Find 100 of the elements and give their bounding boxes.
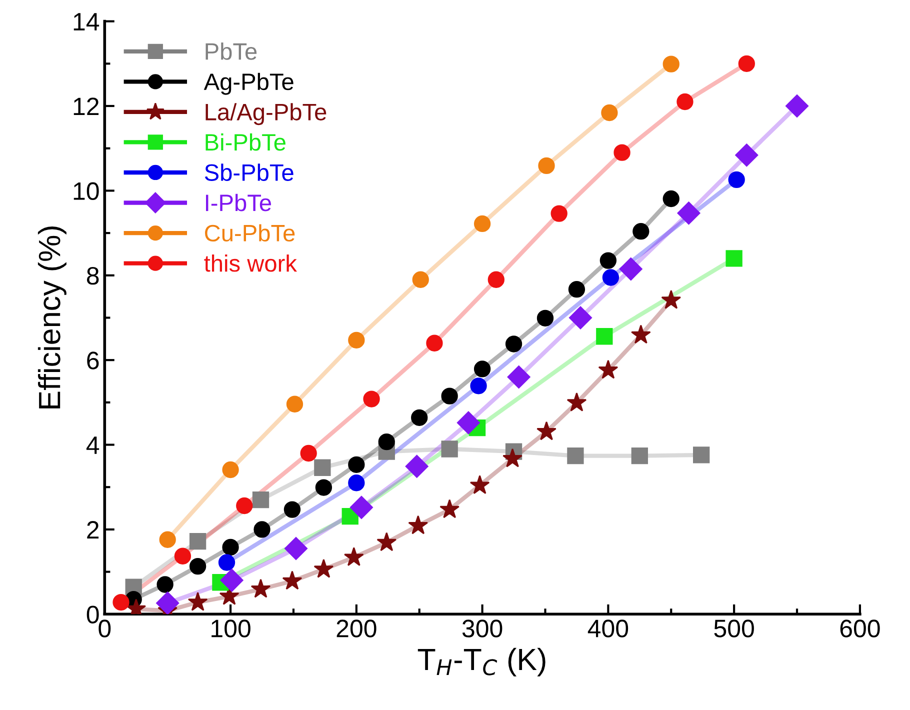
point xyxy=(300,444,317,462)
point xyxy=(550,205,568,222)
point xyxy=(344,546,364,566)
legend-label: Sb-PbTe xyxy=(204,164,294,181)
point xyxy=(507,366,530,389)
x-tick-label: 300 xyxy=(462,620,502,638)
point xyxy=(786,94,809,118)
point xyxy=(314,459,331,476)
point xyxy=(596,328,613,345)
point xyxy=(156,592,180,614)
point xyxy=(693,446,710,464)
legend-label: La/Ag-PbTe xyxy=(206,103,326,126)
point xyxy=(676,93,694,110)
point xyxy=(220,568,244,592)
point xyxy=(348,474,365,492)
point xyxy=(254,521,270,538)
point xyxy=(378,433,395,450)
x-tick-label: 500 xyxy=(714,620,754,638)
point xyxy=(188,592,208,611)
point xyxy=(250,578,271,598)
y-axis-title: Efficiency (%) xyxy=(38,226,66,408)
point xyxy=(405,454,428,478)
point xyxy=(112,594,130,611)
point xyxy=(536,421,556,440)
legend-label: Ag-PbTe xyxy=(204,72,294,95)
point xyxy=(222,461,239,478)
point xyxy=(738,55,755,72)
point xyxy=(470,378,487,394)
point xyxy=(284,537,308,560)
x-tick-label: 400 xyxy=(588,620,628,638)
point xyxy=(602,269,620,286)
point xyxy=(726,250,742,267)
x-tick-label: 600 xyxy=(840,620,880,638)
point xyxy=(411,409,428,426)
point xyxy=(630,324,651,344)
legend-label: PbTe xyxy=(206,42,257,60)
point xyxy=(631,447,648,464)
legend-label: Cu-PbTe xyxy=(205,224,295,242)
point xyxy=(376,532,397,552)
point xyxy=(252,491,270,508)
point xyxy=(348,332,365,348)
point xyxy=(735,144,758,167)
point xyxy=(408,515,428,534)
point xyxy=(474,360,491,378)
y-tick-label: 6 xyxy=(87,352,99,370)
legend-label: Bi-PbTe xyxy=(206,133,286,151)
point xyxy=(619,258,642,281)
point xyxy=(440,499,460,518)
point xyxy=(614,144,630,161)
point xyxy=(236,497,253,514)
y-tick-label: 10 xyxy=(74,182,99,200)
point xyxy=(441,440,458,458)
point xyxy=(189,558,206,575)
point xyxy=(159,531,176,548)
point xyxy=(286,396,304,412)
point xyxy=(222,538,239,556)
point xyxy=(488,271,504,288)
y-tick-label: 14 xyxy=(74,13,100,30)
point xyxy=(284,501,301,518)
point xyxy=(502,448,522,468)
x-tick-label: 100 xyxy=(212,620,250,638)
point xyxy=(189,532,206,550)
x-tick-label: 200 xyxy=(336,620,376,638)
point xyxy=(567,447,584,464)
y-tick-label: 8 xyxy=(86,266,99,285)
point xyxy=(601,104,618,122)
point xyxy=(218,554,236,571)
point xyxy=(412,271,429,288)
point xyxy=(314,558,334,578)
y-tick-label: 0 xyxy=(86,606,99,624)
point xyxy=(426,334,443,352)
point xyxy=(632,223,650,240)
point xyxy=(568,306,592,330)
point xyxy=(348,456,365,473)
legend-label: I-PbTe xyxy=(206,194,271,212)
point xyxy=(662,56,680,72)
point xyxy=(598,360,618,379)
x-axis-title: T$_{H}$-T$_{C}$ (K) xyxy=(418,648,546,676)
point xyxy=(282,570,302,590)
point xyxy=(661,290,682,309)
point xyxy=(315,479,332,496)
point xyxy=(677,202,700,225)
y-tick-label: 4 xyxy=(86,436,100,454)
point xyxy=(174,548,192,564)
point xyxy=(728,171,745,188)
point xyxy=(662,190,680,208)
y-tick-label: 12 xyxy=(74,98,99,116)
point xyxy=(536,310,554,326)
point xyxy=(350,496,373,519)
point xyxy=(566,392,587,412)
legend-label: this work xyxy=(204,254,298,272)
point xyxy=(474,215,491,232)
x-tick-label: 0 xyxy=(98,620,111,638)
point xyxy=(363,390,380,408)
point xyxy=(441,388,458,404)
y-tick-label: 2 xyxy=(87,521,99,539)
point xyxy=(505,336,522,352)
point xyxy=(156,576,174,593)
point xyxy=(600,252,617,269)
point xyxy=(470,475,490,494)
